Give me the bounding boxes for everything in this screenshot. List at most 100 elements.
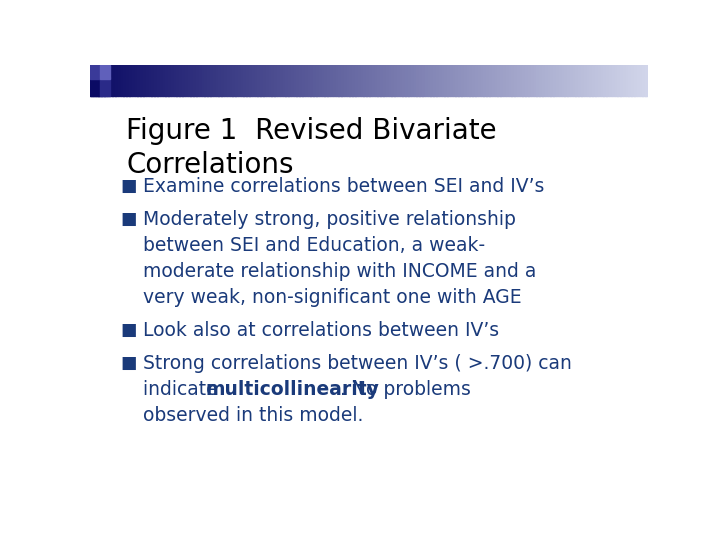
Bar <box>104 65 107 96</box>
Bar <box>274 65 277 96</box>
Bar <box>182 65 186 96</box>
Bar <box>402 65 406 96</box>
Bar <box>210 65 213 96</box>
Bar <box>570 65 573 96</box>
Bar <box>567 65 570 96</box>
Bar <box>534 65 537 96</box>
Bar <box>405 65 409 96</box>
Bar <box>179 65 183 96</box>
Bar <box>157 65 161 96</box>
Bar <box>227 65 230 96</box>
Bar <box>260 65 264 96</box>
Bar <box>584 65 588 96</box>
Bar <box>623 65 626 96</box>
Bar <box>556 65 559 96</box>
Bar <box>369 65 372 96</box>
Bar <box>143 65 146 96</box>
Bar <box>333 65 336 96</box>
Bar <box>115 65 119 96</box>
Bar <box>397 65 400 96</box>
Bar <box>603 65 607 96</box>
Bar <box>593 65 595 96</box>
Text: ■: ■ <box>121 354 137 372</box>
Bar <box>355 65 359 96</box>
Bar <box>587 65 590 96</box>
Bar <box>263 65 266 96</box>
Bar <box>202 65 205 96</box>
Text: moderate relationship with INCOME and a: moderate relationship with INCOME and a <box>143 262 536 281</box>
Bar <box>249 65 253 96</box>
Bar <box>505 65 509 96</box>
Bar <box>553 65 557 96</box>
Bar <box>266 65 269 96</box>
Bar <box>366 65 369 96</box>
Bar <box>126 65 130 96</box>
Bar <box>489 65 492 96</box>
Bar <box>277 65 280 96</box>
Bar <box>438 65 442 96</box>
Text: between SEI and Education, a weak-: between SEI and Education, a weak- <box>143 236 485 255</box>
Bar <box>215 65 219 96</box>
Bar <box>90 77 100 96</box>
Bar <box>617 65 621 96</box>
Bar <box>612 65 615 96</box>
Text: indicate: indicate <box>143 380 224 399</box>
Bar <box>539 65 543 96</box>
Bar <box>358 65 361 96</box>
Bar <box>377 65 381 96</box>
Bar <box>230 65 233 96</box>
Bar <box>291 65 294 96</box>
Bar <box>478 65 481 96</box>
Bar <box>163 65 166 96</box>
Bar <box>615 65 618 96</box>
Bar <box>564 65 567 96</box>
Bar <box>550 65 554 96</box>
Bar <box>109 65 113 96</box>
Bar <box>467 65 470 96</box>
Bar <box>444 65 448 96</box>
Bar <box>246 65 250 96</box>
Bar <box>492 65 495 96</box>
Bar <box>531 65 534 96</box>
Bar <box>347 65 350 96</box>
Bar <box>400 65 403 96</box>
Bar <box>450 65 454 96</box>
Text: observed in this model.: observed in this model. <box>143 406 364 425</box>
Bar <box>99 65 102 96</box>
Bar <box>327 65 330 96</box>
Bar <box>383 65 387 96</box>
Bar <box>469 65 473 96</box>
Bar <box>425 65 428 96</box>
Bar <box>411 65 414 96</box>
Bar <box>626 65 629 96</box>
Bar <box>151 65 155 96</box>
Bar <box>341 65 344 96</box>
Bar <box>285 65 289 96</box>
Bar <box>645 65 649 96</box>
Bar <box>185 65 188 96</box>
Bar <box>282 65 286 96</box>
Bar <box>433 65 436 96</box>
Bar <box>196 65 199 96</box>
Bar <box>562 65 565 96</box>
Bar <box>193 65 197 96</box>
Bar <box>431 65 433 96</box>
Bar <box>447 65 451 96</box>
Text: Look also at correlations between IV’s: Look also at correlations between IV’s <box>143 321 499 340</box>
Bar <box>118 65 121 96</box>
Bar <box>572 65 576 96</box>
Bar <box>416 65 420 96</box>
Bar <box>271 65 275 96</box>
Bar <box>495 65 498 96</box>
Bar <box>344 65 347 96</box>
Bar <box>547 65 551 96</box>
Bar <box>288 65 292 96</box>
Bar <box>90 65 94 96</box>
Bar <box>436 65 439 96</box>
Bar <box>459 65 462 96</box>
Bar <box>330 65 333 96</box>
Bar <box>90 65 100 79</box>
Bar <box>629 65 632 96</box>
Bar <box>221 65 225 96</box>
Bar <box>238 65 241 96</box>
